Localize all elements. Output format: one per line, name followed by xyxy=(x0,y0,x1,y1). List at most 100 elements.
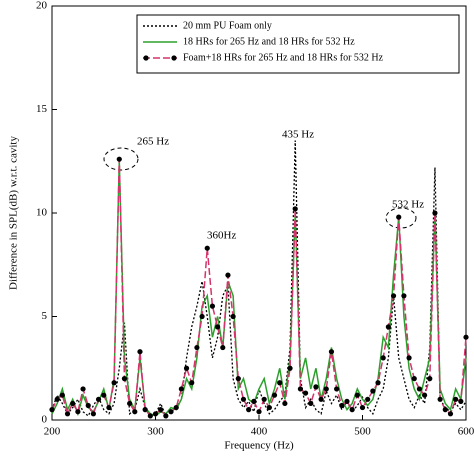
data-point xyxy=(199,313,205,320)
data-point xyxy=(344,398,350,404)
legend-label: 20 mm PU Foam only xyxy=(183,20,272,31)
data-point xyxy=(365,396,371,402)
data-point xyxy=(261,396,267,402)
data-point xyxy=(101,392,107,398)
data-point xyxy=(90,411,96,417)
x-tick-label: 600 xyxy=(458,426,474,438)
highlight-ellipse xyxy=(103,147,139,171)
data-point xyxy=(406,355,412,361)
data-point xyxy=(116,156,122,162)
legend-marker xyxy=(143,55,149,61)
data-point xyxy=(375,380,381,386)
highlight-ellipse xyxy=(385,207,417,229)
data-point xyxy=(111,380,117,386)
data-point xyxy=(313,384,319,390)
legend: 20 mm PU Foam only 18 HRs for 265 Hz and … xyxy=(136,14,460,74)
data-point xyxy=(385,324,391,330)
data-point xyxy=(183,365,190,371)
y-tick-label: 0 xyxy=(42,414,48,426)
data-point xyxy=(121,376,128,382)
data-point xyxy=(292,206,298,212)
y-tick-label: 5 xyxy=(42,310,48,322)
data-point xyxy=(422,392,428,398)
data-point xyxy=(287,365,293,371)
data-point xyxy=(359,404,366,411)
data-point xyxy=(354,392,360,398)
data-point xyxy=(302,390,309,396)
data-point xyxy=(334,386,340,392)
data-point xyxy=(158,407,164,413)
data-point xyxy=(163,413,169,419)
annotation: 265 Hz xyxy=(137,136,169,148)
legend-label: 18 HRs for 265 Hz and 18 HRs for 532 Hz xyxy=(183,36,355,47)
data-point xyxy=(64,411,71,417)
data-point xyxy=(220,344,226,351)
data-point xyxy=(194,344,200,351)
data-point xyxy=(256,409,262,415)
data-point xyxy=(437,396,443,402)
legend-label: Foam+18 HRs for 265 Hz and 18 HRs for 53… xyxy=(183,52,384,63)
data-point xyxy=(266,404,272,411)
y-tick-label: 20 xyxy=(36,0,48,12)
y-axis-label: Difference in SPL(dB) w.r.t. cavity xyxy=(8,136,20,290)
data-point xyxy=(127,400,133,407)
x-tick-label: 400 xyxy=(251,426,268,438)
data-point xyxy=(240,396,247,402)
data-point xyxy=(49,407,55,413)
data-point xyxy=(80,386,86,392)
data-point xyxy=(75,409,81,415)
x-tick-label: 200 xyxy=(44,426,61,438)
data-point xyxy=(152,411,159,417)
data-point xyxy=(282,400,288,407)
data-point xyxy=(204,245,210,251)
data-point xyxy=(142,407,148,413)
data-point xyxy=(59,392,65,398)
data-point xyxy=(458,398,464,404)
data-point xyxy=(308,400,314,407)
annotation: 532 Hz xyxy=(392,199,424,211)
data-point xyxy=(70,400,76,407)
data-point xyxy=(277,380,283,386)
data-point xyxy=(209,303,216,309)
data-point xyxy=(349,407,355,413)
x-axis-label: Frequency (Hz) xyxy=(224,440,294,452)
data-point xyxy=(339,402,345,409)
data-point xyxy=(380,355,386,361)
data-point xyxy=(147,413,153,419)
y-tick-label: 10 xyxy=(36,207,48,219)
data-point xyxy=(85,402,91,409)
data-point xyxy=(370,388,376,394)
data-point xyxy=(106,404,112,411)
data-point xyxy=(230,313,236,320)
data-point xyxy=(432,210,438,216)
annotation: 435 Hz xyxy=(282,129,314,141)
data-point xyxy=(328,349,335,355)
data-point xyxy=(132,409,138,415)
data-point xyxy=(411,376,417,382)
y-tick-label: 15 xyxy=(36,103,48,115)
data-point xyxy=(390,293,397,299)
data-point xyxy=(246,407,252,413)
data-point xyxy=(251,398,257,404)
data-point xyxy=(215,324,221,330)
data-point xyxy=(95,396,102,402)
legend-box xyxy=(136,14,460,74)
data-point xyxy=(173,404,179,411)
data-point xyxy=(271,392,278,398)
data-point xyxy=(427,376,433,382)
data-point xyxy=(54,396,60,402)
data-point xyxy=(323,386,329,392)
data-point xyxy=(447,411,454,417)
data-point xyxy=(442,407,448,413)
data-point xyxy=(225,272,231,278)
x-tick-label: 500 xyxy=(354,426,371,438)
data-point xyxy=(189,380,195,386)
data-point xyxy=(453,396,459,402)
legend-marker xyxy=(171,55,177,61)
data-point xyxy=(297,386,303,392)
data-point xyxy=(463,334,469,340)
data-point xyxy=(235,376,241,382)
data-point xyxy=(137,349,143,355)
annotation: 360Hz xyxy=(207,230,236,242)
